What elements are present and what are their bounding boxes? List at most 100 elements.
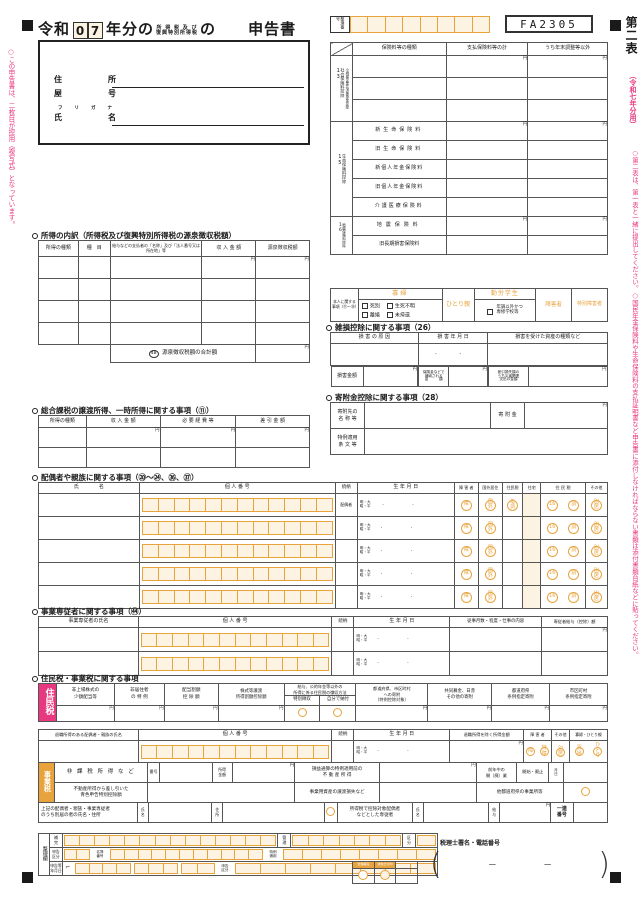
circle-option-disabled[interactable]: 障 [460, 522, 472, 534]
table-row[interactable]: 円 円 円 円 円 円 円 円 [39, 705, 608, 722]
circle-option-separate[interactable]: 別居 [590, 522, 602, 534]
donation-table[interactable]: 寄附先の名 称 等 寄 附 金 円 特例適用条 文 等 [330, 402, 608, 455]
table-row[interactable]: 整理欄 補完 管理 区分 [38, 833, 438, 876]
year-digit-2[interactable]: 7 [88, 22, 104, 39]
table-row[interactable]: · · [330, 343, 608, 366]
table-row[interactable]: 明・大 昭・平 · · [38, 651, 608, 676]
amount-value[interactable]: 円 [231, 762, 296, 783]
circle-option-disabled[interactable]: 障 [526, 747, 536, 756]
address-block[interactable]: 住 所 屋 号 フリガナ 氏 名 [38, 40, 310, 145]
table-row[interactable]: 明・大 昭・平 · · 円 [38, 627, 608, 652]
circle-option-adjust2[interactable]: 調 [568, 545, 580, 557]
table-row[interactable]: 明・大 昭・平 · · 円 障特障 別居 寡婦 ひとり [38, 740, 609, 763]
income-total-value[interactable]: 円 [255, 344, 310, 363]
relation-spouse[interactable]: 配偶者 [334, 493, 358, 517]
circle-option-disabled[interactable]: 障 [460, 568, 472, 580]
relative-name[interactable] [38, 493, 140, 517]
seiri-number-boxes[interactable] [350, 16, 490, 33]
other-pref-value[interactable] [562, 782, 609, 803]
circle-option-16[interactable]: 16 [546, 591, 558, 603]
footer-check-table[interactable]: 管理補完 通信日付印 [352, 861, 418, 884]
circle-option-adjust2[interactable]: 調 [568, 591, 580, 603]
special-article-value[interactable] [364, 428, 608, 455]
table-row[interactable]: 旧個人年金保険料 [331, 178, 608, 198]
casualty-loss-table[interactable]: 損 害 の 原 因 損 害 年 月 日 損害を受けた資産の種類など · · 損害… [330, 332, 608, 387]
circle-option-b[interactable] [380, 869, 391, 880]
circle-option-16[interactable]: 16 [546, 522, 558, 534]
checkbox-divorced-icon[interactable] [361, 311, 368, 318]
personal-matters-table[interactable]: 本人に関する事項（⑰～⑳） 寡婦 ひとり親 勤労学生 障害者 特別障害者 死別 … [330, 288, 608, 322]
table-row[interactable] [331, 77, 608, 100]
separated-relatives-table[interactable]: 上記の配偶者・親族・事業専従者 のうち別居の者の氏名・住所 氏名 住所 所得税で控… [38, 802, 609, 823]
table-row[interactable]: 明・大 昭・平 · · 障 国外 16 調 別居 [38, 562, 609, 586]
employed-family-table[interactable]: 事業専従者の氏名 個 人 番 号 続柄 生 年 月 日 従事月数・程度・仕事の内… [38, 616, 608, 676]
circle-option-single-parent[interactable]: ひとり [593, 742, 603, 760]
table-row[interactable]: 介護医療保険料 [331, 197, 608, 217]
donation-name-value[interactable] [364, 402, 491, 429]
separated-name-value[interactable] [147, 802, 213, 823]
donation-amount-value[interactable]: 円 [524, 402, 608, 429]
table-row[interactable] [38, 300, 310, 323]
insured-value[interactable]: 円 [448, 366, 488, 387]
table-row[interactable]: 新個人年金保険料 [331, 159, 608, 179]
retirement-dependents-table[interactable]: 退職所得のある配偶者・親族の氏名 個 人 番 号 続柄 生 年 月 日 退職所得… [38, 729, 609, 763]
table-row[interactable]: 旧生命保険料 [331, 140, 608, 160]
table-row[interactable]: 13 社会保険料控除 小規模企業共済等掛金控除 円 円 [330, 55, 608, 122]
table-row[interactable] [38, 322, 310, 345]
name-input-line[interactable] [112, 125, 304, 126]
kubun-box[interactable] [415, 833, 438, 848]
loss-amount-value[interactable]: 円 [362, 366, 419, 387]
table-row[interactable]: 事業税 非 課 税 所 得 な ど 番号 所得 金額 円 損益通算の特例適用前の不… [37, 762, 609, 803]
number-value[interactable] [159, 762, 213, 783]
circle-option-other-pref[interactable] [580, 786, 590, 796]
serial-number-value[interactable] [572, 802, 609, 823]
year-digit-1[interactable]: 0 [73, 22, 89, 39]
circle-option-disabled[interactable]: 障 [460, 545, 472, 557]
circle-option-adjust[interactable]: 年調 [507, 499, 519, 511]
table-row[interactable]: 申告等 年月日 ⌐ 申告 区分 [39, 861, 439, 876]
footer-seiri-table[interactable]: 整理欄 補完 管理 区分 申告 区分 名簿 番号 特例 適用 [38, 833, 439, 876]
asset-loss-value[interactable] [378, 782, 477, 803]
table-row[interactable]: 申告 区分 名簿 番号 特例 適用 [39, 847, 439, 862]
checkbox-unrepatriated-icon[interactable] [386, 311, 393, 318]
business-tax-table[interactable]: 事業税 非 課 税 所 得 な ど 番号 所得 金額 円 損益通算の特例適用前の不… [37, 762, 609, 803]
circle-option-16[interactable]: 16 [546, 545, 558, 557]
table-row[interactable]: 特例適用条 文 等 [330, 428, 608, 455]
table-row[interactable] [331, 99, 608, 122]
widow-checkboxes[interactable]: 死別 生死不明 離婚 未帰還 [357, 299, 443, 322]
table-row[interactable]: 寄附先の名 称 等 寄 附 金 円 [330, 402, 608, 429]
table-row[interactable]: 旧長期損害保険料 [331, 235, 608, 255]
table-row[interactable]: 16 地震保険料控除 地震保険料 円 円 [330, 216, 608, 255]
spouse-relatives-table[interactable]: 氏 名 個 人 番 号 続柄 生 年 月 日 障 害 者 国外居住 住民税 住宅… [38, 482, 609, 609]
offset-value[interactable]: 円 [378, 762, 477, 783]
loss-amount-row[interactable]: 損害金額 円 保険金などで 補塡される金 額 円 差引損失額の うち災害関連 支出の金… [330, 366, 608, 387]
circle-option-adjust2[interactable]: 調 [568, 522, 580, 534]
table-row[interactable]: 上記の配偶者・親族・事業専従者 のうち別居の者の氏名・住所 氏名 住所 所得税で控… [38, 802, 609, 823]
table-row[interactable]: 明・大 昭・平 · · 障 国外 16 調 別居 [38, 516, 609, 540]
start-end-value[interactable] [562, 762, 609, 783]
table-row[interactable] [38, 278, 310, 301]
checkbox-unknown-icon[interactable] [386, 302, 393, 309]
address-input-line[interactable] [112, 87, 304, 88]
circle-option-16[interactable]: 16 [546, 499, 558, 511]
circle-option-overseas[interactable]: 国外 [484, 499, 496, 511]
hokan-boxes[interactable] [61, 833, 279, 848]
income-total-row[interactable]: 48 源泉徴収税額の合計額 円 [39, 344, 310, 363]
table-row[interactable]: 明・大 昭・平 · · 障 国外 16 調 別居 [38, 539, 609, 563]
special-disabled-cell[interactable]: 特別障害者 [571, 288, 608, 322]
adjust-marker[interactable]: 年調 [502, 493, 524, 517]
carryover-value[interactable]: 円 [527, 366, 608, 387]
circle-option-overseas[interactable]: 国外 [484, 545, 496, 557]
kanri-boxes[interactable] [290, 833, 404, 848]
tax-agent-phone-field[interactable]: ( － － ) [430, 846, 610, 882]
table-row[interactable]: 配偶者 明・大 昭・平 · · 障 国外 年調 16 調 別居 [38, 493, 609, 517]
insurance-table[interactable]: 保険料等の種類 支払保険料等の計 うち年末調整等以外 13 社会保険料控除 小規… [330, 42, 608, 255]
seiri-number-field[interactable]: 整理番号 [330, 16, 490, 33]
circle-option-widow[interactable]: 寡婦 [574, 745, 584, 757]
income-breakdown-table[interactable]: 所得の種類 種 目 給与などの支払者の「名称」及び「法人番号又は所在地」等 収 … [38, 240, 310, 363]
circle-option-overseas[interactable]: 国外 [484, 522, 496, 534]
table-row[interactable]: 不動産所得から差し引いた 青色申告特別控除額 事業用資産の譲渡損失など 他都道府県… [39, 782, 609, 803]
disabled-cell[interactable]: 障害者 [535, 288, 573, 322]
circle-option-overseas[interactable]: 国外 [484, 591, 496, 603]
circle-option-adjust2[interactable]: 調 [568, 568, 580, 580]
